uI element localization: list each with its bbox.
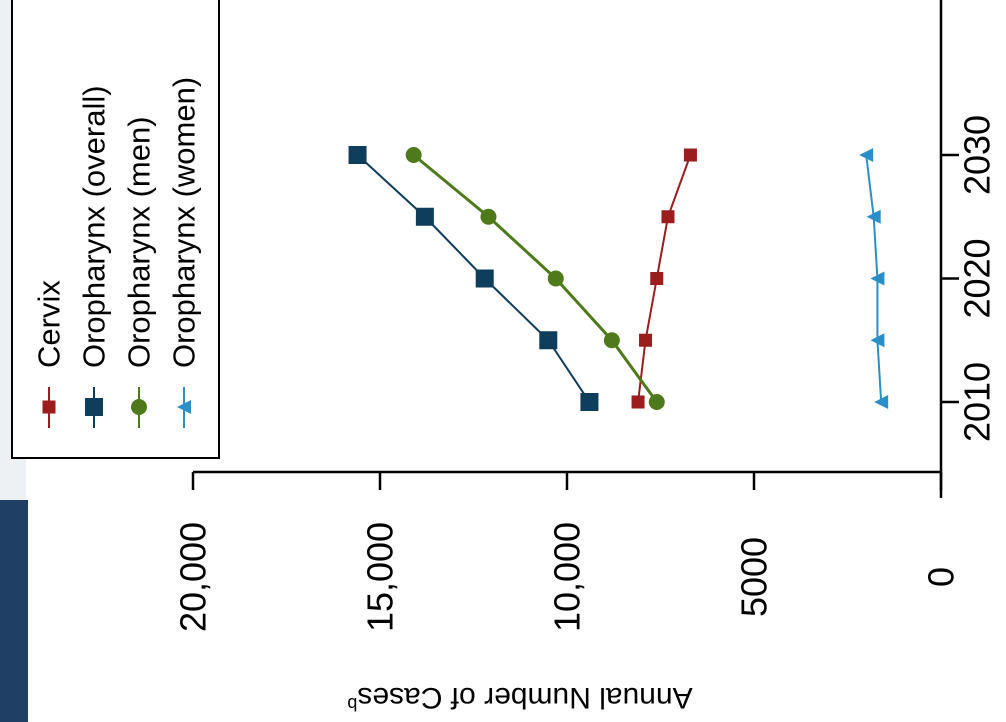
data-point [859,148,874,162]
data-point [415,207,434,226]
data-point [405,147,422,163]
value-tick-label: 20,000 [173,522,214,632]
year-tick-label: 2030 [957,115,998,195]
series-layer [348,146,889,411]
data-point [547,270,564,287]
legend-label: Oropharynx (overall) [77,85,112,368]
axes: 0 5000 10,000 15,000 20,000 2010 2020 2030 [173,0,998,632]
year-tick-label: 2010 [957,362,998,442]
series-line [637,154,692,403]
legend-marker [131,399,147,415]
year-tick-label: 2020 [957,238,998,318]
cropped-heading-fragment [0,500,28,722]
legend-marker [85,398,103,416]
data-point [648,394,665,410]
legend-marker [177,400,191,414]
value-tick-label: 15,000 [360,522,401,632]
legend: Cervix Oropharynx (overall) Oropharynx (me… [32,77,202,428]
data-point [580,393,599,411]
data-point [348,146,367,164]
value-tick-label: 0 [921,567,962,587]
series-group [348,146,599,411]
data-point [480,208,497,225]
data-point [539,331,558,350]
series-line [412,153,658,403]
legend-box [11,0,220,459]
legend-label: Oropharynx (men) [122,116,157,368]
value-tick-label: 5000 [734,537,775,617]
data-point [870,333,885,348]
data-point [870,271,885,286]
y-axis-label: Annual Number of Casesb [347,681,692,714]
y-axis-label-superscript: b [347,694,357,714]
legend-label: Oropharynx (women) [167,77,202,368]
data-point [874,395,889,409]
series-group [859,148,889,409]
value-tick-label: 10,000 [547,522,588,632]
data-point [475,269,494,288]
series-group [405,147,665,410]
data-point [661,210,675,224]
data-point [631,395,645,409]
data-point [866,209,881,224]
legend-label: Cervix [32,280,67,368]
data-point [639,333,653,347]
data-point [650,272,664,285]
legend-marker [42,400,56,414]
data-point [683,148,697,162]
series-group [631,148,697,409]
data-point [603,332,620,349]
